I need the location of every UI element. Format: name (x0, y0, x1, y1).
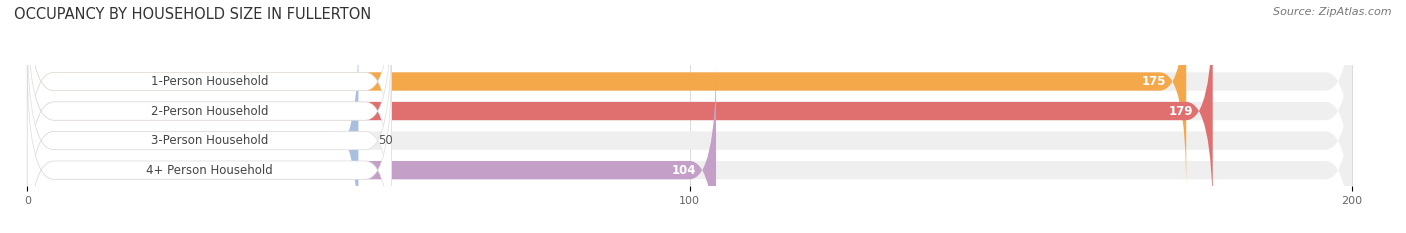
Text: OCCUPANCY BY HOUSEHOLD SIZE IN FULLERTON: OCCUPANCY BY HOUSEHOLD SIZE IN FULLERTON (14, 7, 371, 22)
Text: 2-Person Household: 2-Person Household (150, 105, 269, 117)
FancyBboxPatch shape (27, 61, 391, 233)
FancyBboxPatch shape (27, 0, 391, 191)
Text: 175: 175 (1142, 75, 1167, 88)
FancyBboxPatch shape (27, 0, 1187, 191)
Text: 4+ Person Household: 4+ Person Household (146, 164, 273, 177)
Text: Source: ZipAtlas.com: Source: ZipAtlas.com (1274, 7, 1392, 17)
FancyBboxPatch shape (27, 61, 1351, 233)
FancyBboxPatch shape (27, 61, 716, 233)
Text: 104: 104 (672, 164, 696, 177)
Text: 3-Person Household: 3-Person Household (150, 134, 269, 147)
Text: 1-Person Household: 1-Person Household (150, 75, 269, 88)
Text: 179: 179 (1168, 105, 1192, 117)
FancyBboxPatch shape (27, 0, 1351, 191)
FancyBboxPatch shape (27, 2, 1351, 220)
FancyBboxPatch shape (27, 31, 1351, 233)
FancyBboxPatch shape (27, 31, 391, 233)
Text: 50: 50 (378, 134, 394, 147)
FancyBboxPatch shape (27, 31, 359, 233)
FancyBboxPatch shape (27, 2, 1213, 220)
FancyBboxPatch shape (27, 2, 391, 220)
